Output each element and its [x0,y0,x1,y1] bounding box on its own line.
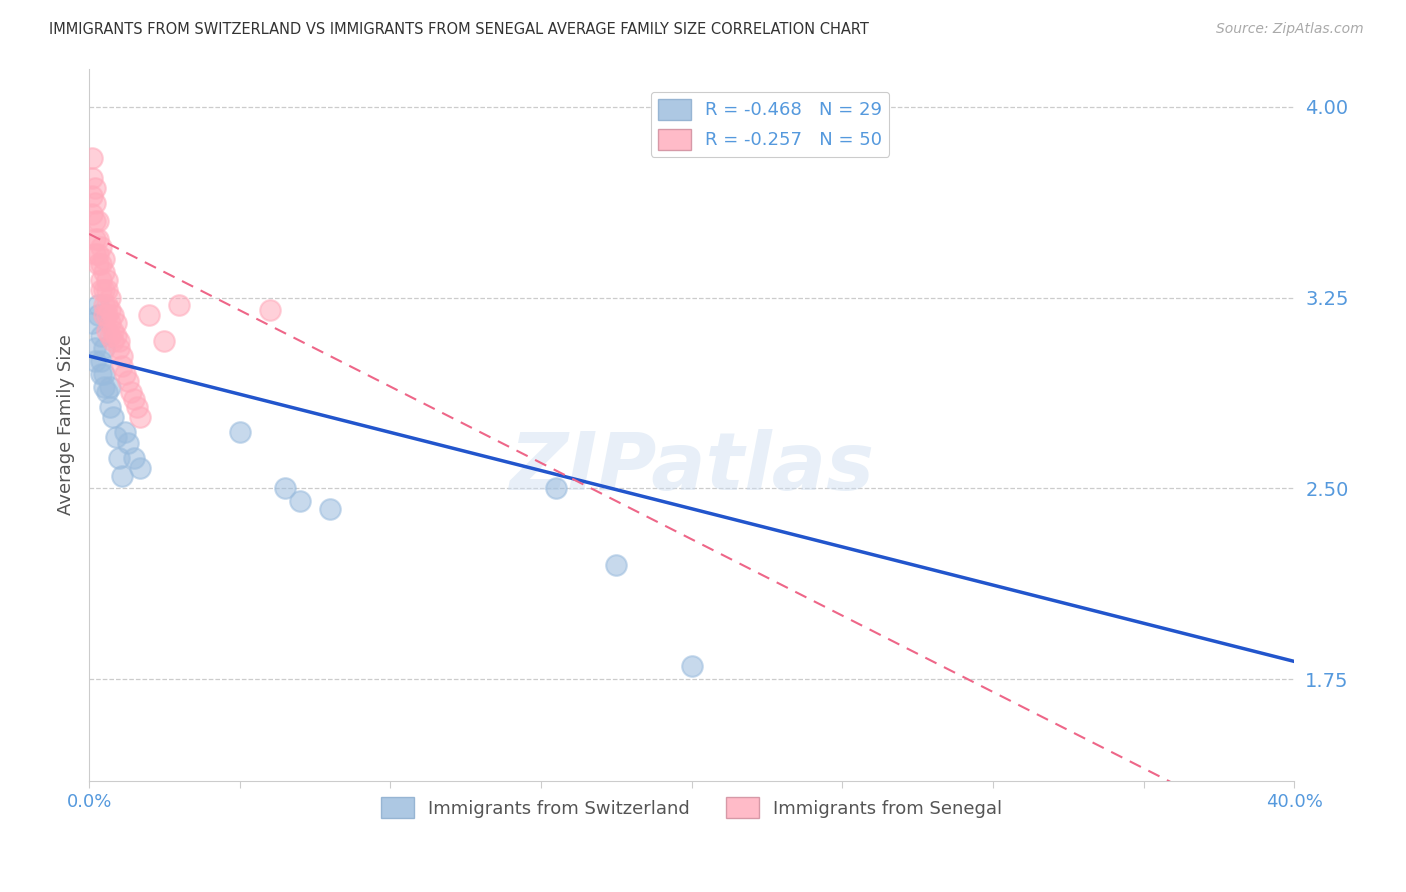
Point [80,188,103,202]
Text: Source: ZipAtlas.com: Source: ZipAtlas.com [1216,22,1364,37]
Point [138,309,160,323]
Point [96,309,118,323]
Point [111,468,134,483]
Point [105,430,128,444]
Point [87,232,110,246]
Text: IMMIGRANTS FROM SWITZERLAND VS IMMIGRANTS FROM SENEGAL AVERAGE FAMILY SIZE CORRE: IMMIGRANTS FROM SWITZERLAND VS IMMIGRANT… [49,22,869,37]
Point [93,379,115,393]
Point [87,247,110,261]
Point [127,400,149,414]
Point [98,379,121,393]
Point [105,328,128,343]
Point [122,450,145,465]
Point [96,298,118,312]
Point [228,425,250,440]
Point [153,334,176,348]
Point [98,328,121,343]
Point [122,392,145,407]
Point [87,214,110,228]
Point [111,359,134,374]
Point [98,400,121,414]
Point [87,309,110,323]
Point [108,450,131,465]
Point [98,303,121,318]
Y-axis label: Average Family Size: Average Family Size [58,334,75,516]
Point [544,482,567,496]
Point [114,367,136,381]
Point [129,410,152,425]
Point [259,303,281,318]
Point [84,342,107,356]
Point [84,214,107,228]
Point [101,410,124,425]
Point [681,659,703,673]
Point [90,354,112,368]
Point [105,316,128,330]
Point [108,334,131,348]
Text: ZIPatlas: ZIPatlas [509,428,875,507]
Point [93,252,115,267]
Point [84,196,107,211]
Point [101,324,124,338]
Point [80,206,103,220]
Point [117,435,139,450]
Point [98,316,121,330]
Point [169,298,191,312]
Point [90,273,112,287]
Point [90,328,112,343]
Point [93,342,115,356]
Point [101,334,124,348]
Point [84,247,107,261]
Point [108,342,131,356]
Point [319,501,342,516]
Point [80,170,103,185]
Point [98,291,121,305]
Point [288,494,311,508]
Point [96,283,118,297]
Point [90,367,112,381]
Point [274,482,297,496]
Point [84,232,107,246]
Point [120,384,142,399]
Point [93,298,115,312]
Point [96,324,118,338]
Point [93,283,115,297]
Point [93,367,115,381]
Point [90,283,112,297]
Point [96,384,118,399]
Point [84,354,107,368]
Point [605,558,627,572]
Point [90,257,112,271]
Point [111,349,134,363]
Point [96,273,118,287]
Point [90,240,112,254]
Point [84,181,107,195]
Point [80,316,103,330]
Point [80,151,103,165]
Point [87,257,110,271]
Point [129,461,152,475]
Point [93,265,115,279]
Point [87,298,110,312]
Point [101,309,124,323]
Point [114,425,136,440]
Legend: Immigrants from Switzerland, Immigrants from Senegal: Immigrants from Switzerland, Immigrants … [374,790,1010,825]
Point [117,375,139,389]
Point [93,309,115,323]
